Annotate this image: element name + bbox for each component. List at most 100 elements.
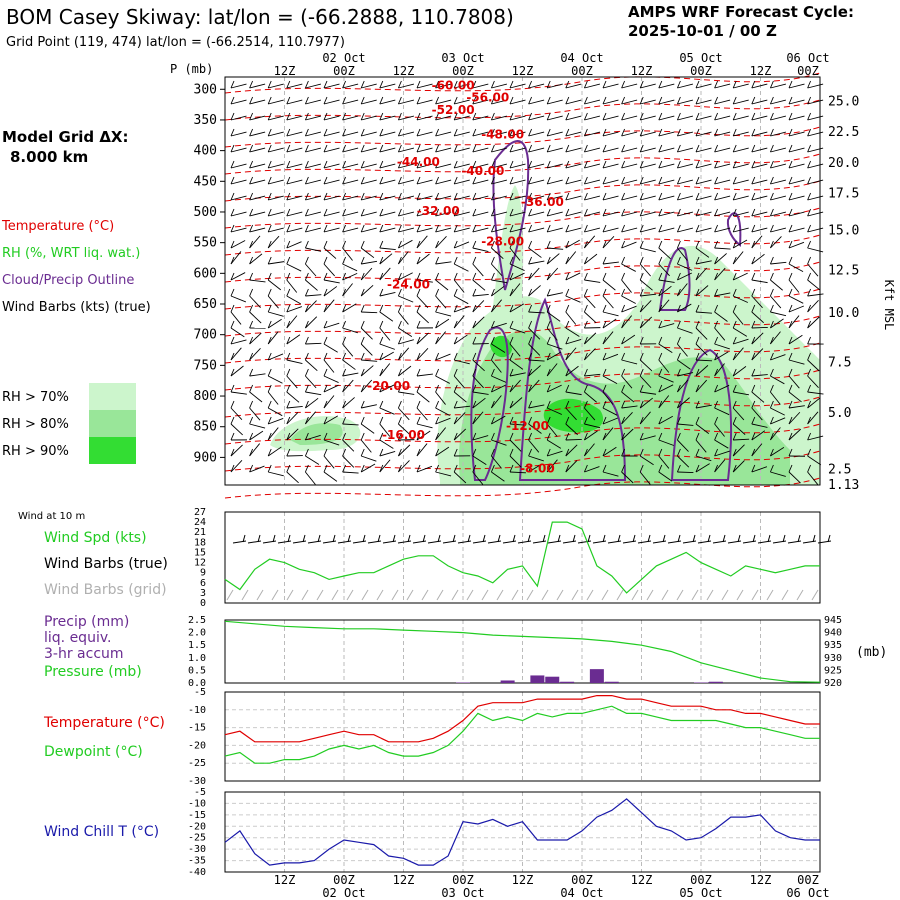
time-tick-label: 12Z [274,873,296,887]
wind-barb [528,327,541,340]
wind-barb-feather [304,208,309,217]
wind-barb-feather [695,432,700,441]
wind-barb [472,359,485,372]
wind-barb [305,300,317,313]
wind-barb [528,379,540,393]
wind-barb-feather [416,448,421,457]
wind-barb [249,443,261,457]
wind-barb [230,391,247,395]
wind-barb [788,375,800,389]
wind-barb [472,227,489,233]
wind-barb [677,163,694,169]
wind-barb [267,235,280,249]
wind-barb-feather [788,272,793,281]
wind-barb [342,163,359,169]
wind-barb-feather [267,448,272,457]
wind-barb-feather [676,240,681,249]
wind-barb [770,131,787,137]
wind-barb-feather [472,160,477,169]
wind-barb [398,272,413,281]
wind-barb-feather [807,384,812,393]
wind-barb [770,227,787,233]
wind-barb-feather [751,336,756,345]
wind-barb [454,83,470,89]
wind-barb-feather [565,176,570,185]
wind-barb [677,359,691,370]
wind-barb-feather [788,224,793,233]
wind-barb-feather [528,80,533,89]
wind-barb-feather [714,96,719,105]
wind-barb-feather [323,368,328,377]
wind-barb-feather [769,368,774,377]
wind-barb-feather [788,416,793,425]
wind-barb [472,391,489,395]
wind-barb-feather [342,384,347,393]
wind-barb [416,430,431,441]
wind-barb-feather [472,400,477,409]
wind-barb [621,412,633,425]
wind-barb-feather [695,448,700,457]
wind-barb [602,261,619,265]
wind-barb [509,227,526,233]
wind-barb-feather [379,400,384,409]
wind-barb-feather [453,240,458,249]
wind-barb-feather [676,464,681,473]
wind-barb-feather [453,464,458,473]
wind-barb [751,235,763,249]
wind-barb [342,227,359,233]
panel-frame [224,76,821,486]
wind-barb-feather [342,320,347,329]
wind-barb [472,115,489,121]
wind-barb-feather [602,192,607,201]
wind-barb-feather [472,256,477,265]
wind-barb-feather [546,416,551,425]
height-tick-label: 12.5 [828,263,859,278]
wind-barb-feather [472,208,477,217]
wind-barb-feather [528,240,533,249]
wind-barb-feather [453,128,458,137]
wind-barb-feather [639,336,644,345]
true-wind-barb-feather [692,534,696,543]
wind-barb-feather [416,144,421,153]
wind-barb [584,99,601,105]
wind-barb [751,295,763,309]
wind-barb [435,83,452,89]
wind-barb [249,211,266,217]
wind-barb-feather [490,448,495,457]
wind-barb [565,147,582,153]
wind-barb [286,279,298,293]
wind-barb [379,363,391,377]
wind-barb-feather [490,112,495,121]
wind-barb-feather [509,192,514,201]
wind-barb-feather [714,336,719,345]
wind-barb-feather [807,320,812,329]
true-wind-barb-feather [767,534,771,543]
wind-barb [249,131,266,137]
wind-barb [584,131,601,137]
wind-barb-feather [342,208,347,217]
grid-wind-barb [286,589,294,601]
wind-barb [454,147,470,153]
wind-barb [639,279,653,291]
wind-barb-feather [714,240,719,249]
wind-barb [342,131,359,137]
wind-barb-feather [732,320,737,329]
pressure-tick-label: 920 [824,678,842,689]
wind-barb-feather [639,224,644,233]
pressure-tick-label: 850 [194,420,217,435]
wind-barb [472,131,489,137]
wind-barb-feather [323,144,328,153]
wind-barb-feather [286,144,291,153]
wind-barb [453,375,465,389]
wind-barb-feather [528,176,533,185]
wind-barb-feather [249,352,254,361]
wind-barb [770,147,787,153]
wind-barb [751,253,765,265]
wind-barb [695,365,709,377]
wind-barb [770,99,787,105]
true-wind-barb [352,540,367,544]
wind-barb [286,241,302,249]
wind-barb [286,471,299,484]
wind-barb-feather [342,96,347,105]
wind-barb-feather [416,240,421,249]
